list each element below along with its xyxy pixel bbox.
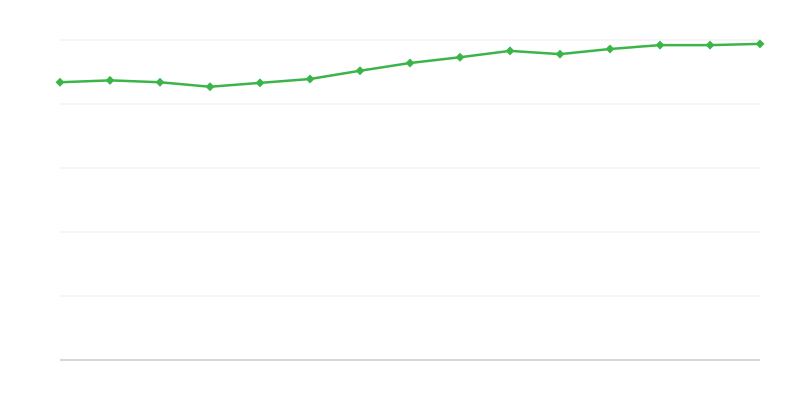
data-point	[555, 49, 565, 59]
data-point	[355, 66, 365, 76]
data-point	[605, 44, 615, 54]
data-point	[755, 39, 765, 49]
data-point	[205, 82, 215, 92]
gridlines	[60, 39, 760, 297]
data-point	[305, 74, 315, 84]
data-point	[55, 77, 65, 87]
data-point	[505, 46, 515, 56]
data-point	[105, 75, 115, 85]
data-point	[455, 52, 465, 62]
data-point	[255, 78, 265, 88]
series-group	[55, 39, 765, 92]
data-point	[155, 77, 165, 87]
data-point	[405, 58, 415, 68]
data-point	[655, 40, 665, 50]
data-point	[705, 40, 715, 50]
